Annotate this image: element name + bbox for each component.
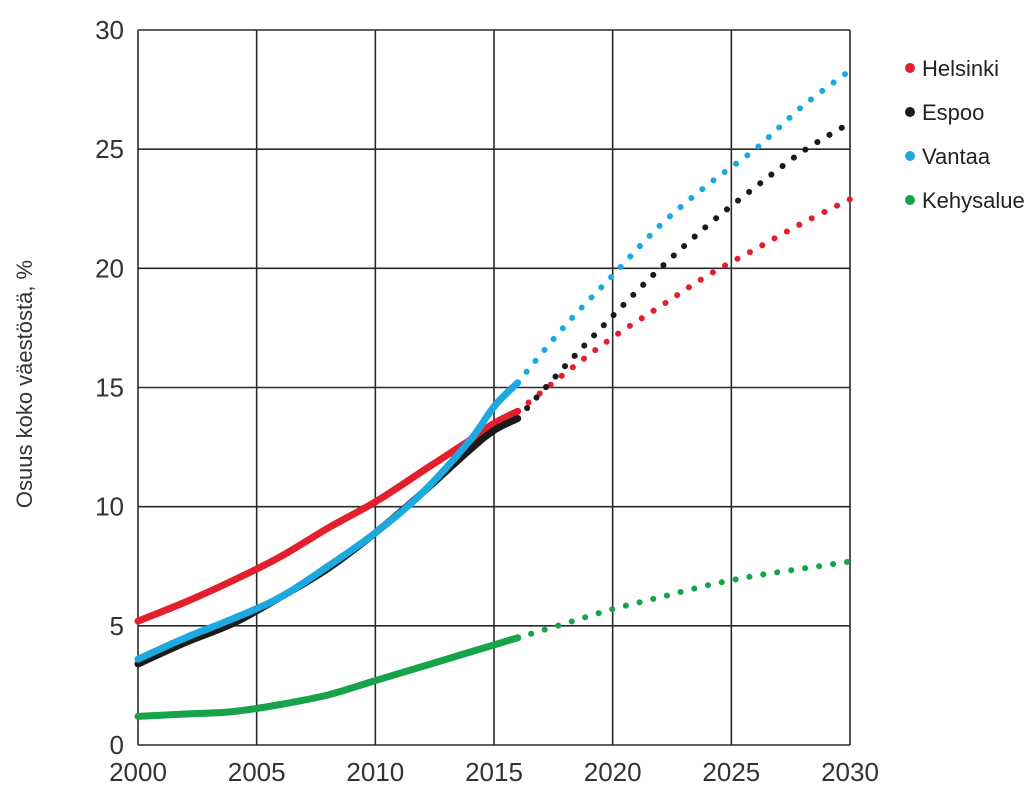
y-tick-label: 30 bbox=[95, 15, 124, 45]
series-line-vantaa bbox=[134, 379, 522, 663]
legend-marker bbox=[905, 63, 915, 73]
series-forecast-helsinki bbox=[514, 196, 853, 415]
y-tick-label: 10 bbox=[95, 492, 124, 522]
legend-marker bbox=[905, 195, 915, 205]
legend-label: Espoo bbox=[922, 100, 984, 125]
legend-label: Vantaa bbox=[922, 144, 991, 169]
x-tick-label: 2020 bbox=[584, 757, 642, 787]
series-forecast-kehysalue bbox=[514, 558, 853, 641]
legend-label: Kehysalue bbox=[922, 188, 1025, 213]
legend-label: Helsinki bbox=[922, 56, 999, 81]
x-tick-label: 2010 bbox=[346, 757, 404, 787]
grid bbox=[137, 29, 851, 746]
legend: Helsinki Espoo Vantaa Kehysalue bbox=[905, 56, 1025, 213]
series-forecast-espoo bbox=[514, 120, 853, 422]
series-line-kehysalue bbox=[134, 634, 522, 720]
y-tick-label: 0 bbox=[110, 730, 124, 760]
x-tick-label: 2025 bbox=[702, 757, 760, 787]
y-tick-label: 20 bbox=[95, 253, 124, 283]
x-tick-label: 2030 bbox=[821, 757, 879, 787]
x-tick-label: 2005 bbox=[228, 757, 286, 787]
x-tick-label: 2015 bbox=[465, 757, 523, 787]
x-tick-label: 2000 bbox=[109, 757, 167, 787]
y-axis-label: Osuus koko väestöstä, % bbox=[12, 260, 37, 508]
y-tick-label: 5 bbox=[110, 611, 124, 641]
legend-marker bbox=[905, 107, 915, 117]
y-tick-label: 25 bbox=[95, 134, 124, 164]
series-layer bbox=[134, 67, 853, 720]
legend-marker bbox=[905, 151, 915, 161]
series-line-helsinki bbox=[134, 407, 522, 625]
y-tick-label: 15 bbox=[95, 373, 124, 403]
